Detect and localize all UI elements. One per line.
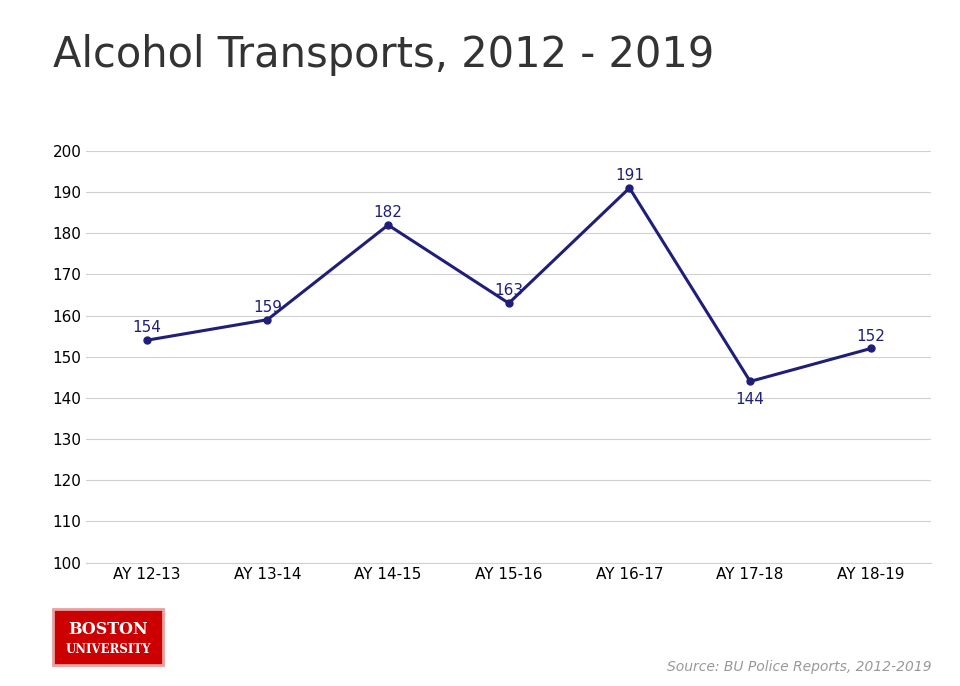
Text: 191: 191 <box>615 168 644 183</box>
Text: 163: 163 <box>494 283 523 298</box>
Text: 159: 159 <box>252 300 282 315</box>
FancyBboxPatch shape <box>53 609 163 665</box>
Text: 154: 154 <box>132 320 161 335</box>
Text: 182: 182 <box>373 205 402 220</box>
Text: 152: 152 <box>856 329 885 344</box>
Text: 144: 144 <box>735 392 764 407</box>
Text: Alcohol Transports, 2012 - 2019: Alcohol Transports, 2012 - 2019 <box>53 34 714 76</box>
Text: UNIVERSITY: UNIVERSITY <box>65 643 151 657</box>
Text: Source: BU Police Reports, 2012-2019: Source: BU Police Reports, 2012-2019 <box>666 660 931 674</box>
Text: BOSTON: BOSTON <box>68 621 148 638</box>
